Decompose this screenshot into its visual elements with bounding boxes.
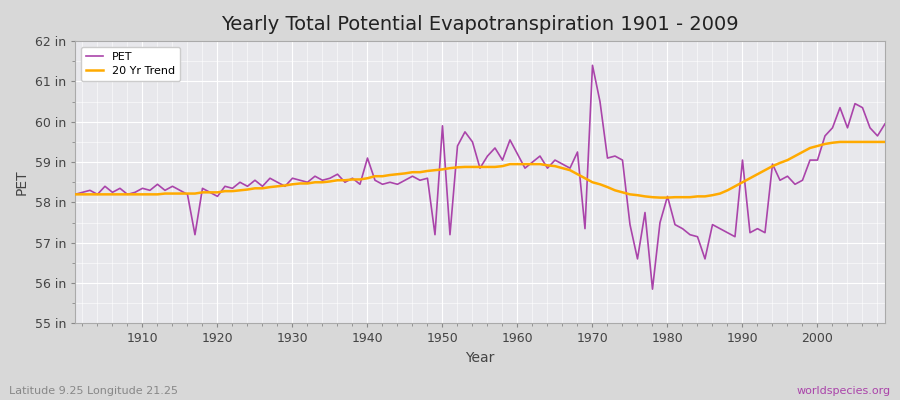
PET [339,180,350,185]
Title: Yearly Total Potential Evapotranspiration 1901 - 2009: Yearly Total Potential Evapotranspiratio… [221,15,739,34]
PET [294,178,305,183]
Line: 20 Yr Trend: 20 Yr Trend [75,142,885,198]
20 Yr Trend [602,185,613,190]
20 Yr Trend [654,195,665,200]
PET [879,121,890,126]
PET [130,190,140,195]
20 Yr Trend [879,140,890,144]
PET [609,154,620,158]
PET [587,63,598,68]
20 Yr Trend [339,178,350,183]
Text: Latitude 9.25 Longitude 21.25: Latitude 9.25 Longitude 21.25 [9,386,178,396]
Y-axis label: PET: PET [15,170,29,195]
PET [512,152,523,156]
20 Yr Trend [294,181,305,186]
20 Yr Trend [512,162,523,166]
Legend: PET, 20 Yr Trend: PET, 20 Yr Trend [80,47,180,81]
PET [505,138,516,142]
20 Yr Trend [505,162,516,166]
Text: worldspecies.org: worldspecies.org [796,386,891,396]
X-axis label: Year: Year [465,351,495,365]
Line: PET: PET [75,65,885,289]
20 Yr Trend [834,140,845,144]
20 Yr Trend [130,192,140,197]
PET [647,287,658,292]
PET [69,192,80,197]
20 Yr Trend [69,192,80,197]
